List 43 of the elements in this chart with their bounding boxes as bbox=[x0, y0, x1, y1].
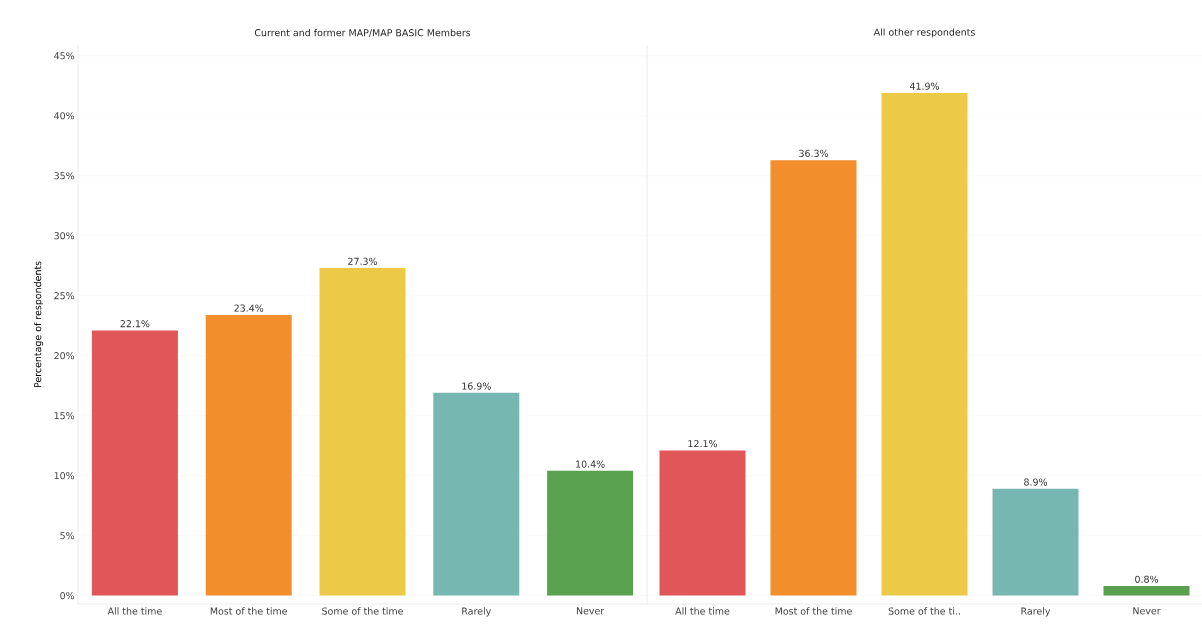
data-label: 23.4% bbox=[234, 304, 264, 312]
y-axis-title: Percentage of respondents bbox=[33, 261, 44, 388]
y-tick-label: 0% bbox=[60, 592, 75, 600]
y-tick-label: 25% bbox=[54, 292, 75, 300]
bar bbox=[659, 450, 746, 596]
y-tick-label: 30% bbox=[54, 232, 75, 240]
y-tick-label: 40% bbox=[54, 112, 75, 120]
y-tick-label: 20% bbox=[54, 352, 75, 360]
data-label: 8.9% bbox=[1024, 478, 1047, 486]
x-tick-label: All the time bbox=[107, 607, 162, 615]
x-tick-label: Some of the time bbox=[322, 607, 403, 615]
data-label: 27.3% bbox=[348, 257, 378, 265]
bar bbox=[91, 330, 178, 596]
x-tick-label: Never bbox=[1133, 607, 1161, 615]
data-label: 12.1% bbox=[688, 440, 718, 448]
data-label: 10.4% bbox=[576, 460, 605, 468]
x-tick-label: Rarely bbox=[462, 607, 491, 617]
y-tick-label: 35% bbox=[54, 172, 75, 180]
x-tick-label: Never bbox=[576, 607, 605, 615]
bar bbox=[547, 470, 634, 596]
x-tick-label: Some of the ti.. bbox=[888, 607, 960, 615]
x-tick-label: Rarely bbox=[1021, 607, 1051, 617]
bar bbox=[433, 392, 520, 596]
bar bbox=[1103, 585, 1190, 596]
data-label: 41.9% bbox=[909, 82, 940, 90]
chart-title: All other respondents bbox=[873, 28, 975, 38]
x-tick-label: All the time bbox=[675, 607, 730, 615]
data-label: 36.3% bbox=[799, 149, 829, 157]
bar bbox=[205, 314, 292, 596]
x-tick-label: Most of the time bbox=[210, 607, 288, 615]
bar bbox=[770, 160, 857, 596]
bar bbox=[992, 488, 1079, 596]
chart-title: Current and former MAP/MAP BASIC Members bbox=[254, 28, 471, 38]
y-tick-label: 45% bbox=[54, 52, 75, 60]
bar bbox=[881, 92, 968, 596]
y-tick-label: 15% bbox=[54, 412, 75, 420]
y-tick-label: 10% bbox=[54, 472, 75, 480]
y-tick-label: 5% bbox=[60, 532, 75, 540]
data-label: 0.8% bbox=[1135, 575, 1158, 583]
data-label: 16.9% bbox=[462, 382, 491, 390]
x-tick-label: Most of the time bbox=[775, 607, 852, 615]
data-label: 22.1% bbox=[120, 320, 150, 328]
bar bbox=[319, 268, 406, 596]
